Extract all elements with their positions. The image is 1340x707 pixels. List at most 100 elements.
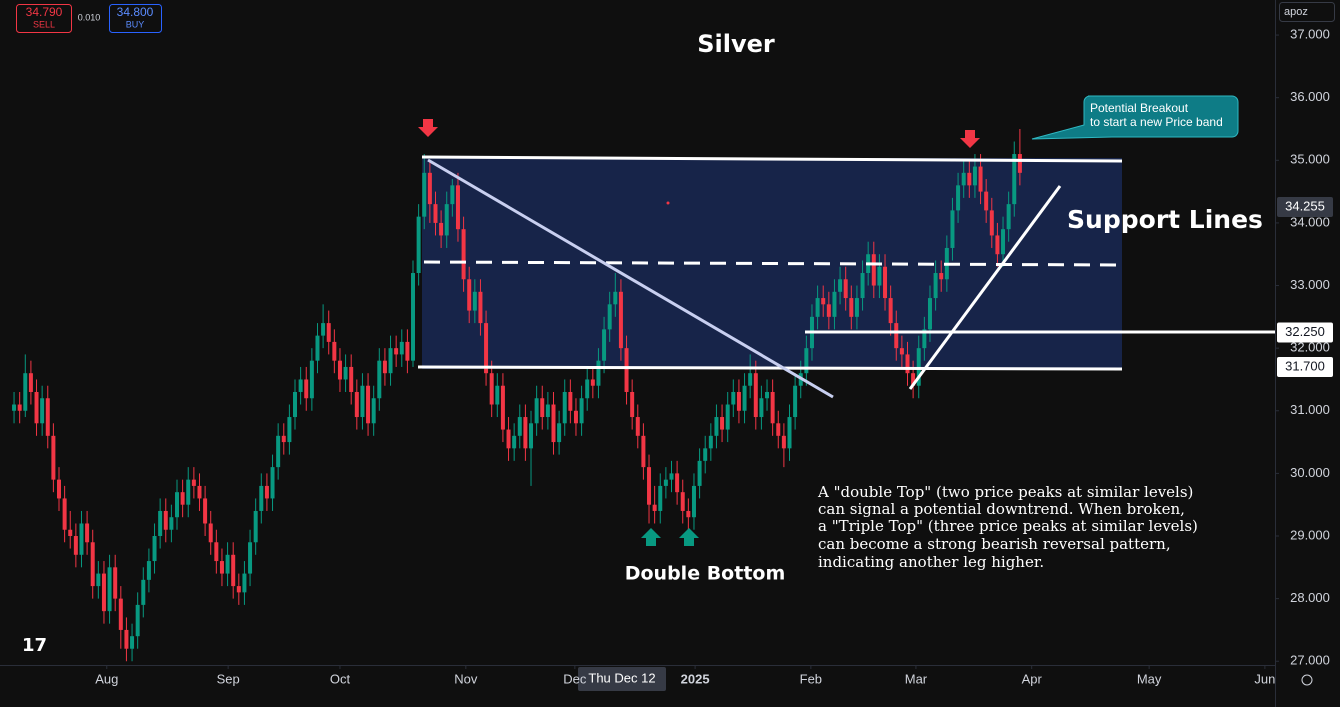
candle-body (57, 479, 62, 499)
candle-body (287, 417, 292, 443)
candle-body (118, 598, 123, 630)
candle-body (135, 604, 140, 637)
candle-body (911, 373, 916, 386)
arrow-down (960, 130, 980, 148)
dropdown-label: apoz (1284, 6, 1308, 18)
trend-line (427, 158, 834, 399)
candle-body (321, 323, 326, 336)
candle-body (203, 498, 208, 524)
x-tick-label: May (1137, 671, 1162, 686)
double-bottom-label: Double Bottom (625, 563, 786, 585)
candle-body (933, 273, 938, 299)
candle-body (765, 391, 770, 399)
dropdown[interactable] (1279, 2, 1335, 22)
candle-body (658, 485, 663, 511)
candle-body (225, 554, 230, 574)
x-tick-label: Dec (563, 671, 587, 686)
candle-body (607, 304, 612, 330)
y-tick-label: 29.000 (1290, 527, 1330, 542)
candle-body (422, 172, 427, 217)
note-line: a "Triple Top" (three price peaks at sim… (818, 517, 1198, 535)
candle-body (495, 385, 500, 405)
candle-body (579, 398, 584, 424)
candle-body (293, 391, 298, 418)
x-tick-label: Oct (330, 671, 351, 686)
candle-body (860, 273, 865, 299)
callout-box (1031, 95, 1239, 140)
candle-body (382, 360, 387, 374)
candle-body (360, 385, 365, 418)
candle-body (236, 586, 241, 593)
candle-body (208, 523, 213, 543)
candle-body (124, 629, 129, 649)
candle-body (736, 391, 741, 411)
chart-title: Silver (697, 30, 775, 58)
candle-body (708, 435, 713, 449)
settings-icon[interactable] (1301, 674, 1313, 686)
candle-body (315, 335, 320, 361)
candle-body (444, 204, 449, 236)
buy-button[interactable] (109, 4, 162, 33)
candle-body (377, 360, 382, 399)
note-line: A "double Top" (two price peaks at simil… (817, 483, 1193, 501)
candle-body (742, 385, 747, 411)
candle-body (500, 385, 505, 430)
candle-body (455, 185, 460, 230)
y-tick-label: 33.000 (1290, 277, 1330, 292)
candle-body (107, 567, 112, 612)
candle-body (186, 479, 191, 505)
candle-body (146, 561, 151, 580)
candle-body (568, 391, 573, 411)
candle-body (989, 210, 994, 236)
candle-body (259, 485, 264, 511)
candle-body (152, 536, 157, 562)
candle-body (894, 323, 899, 349)
candle-body (905, 354, 910, 374)
sell-price: 34.790 (26, 5, 63, 19)
candle-body (242, 573, 247, 593)
candle-body (388, 348, 393, 374)
candle-body (1001, 229, 1006, 255)
candle-body (304, 379, 309, 399)
candle-body (978, 166, 983, 192)
candle-body (399, 341, 404, 355)
candle-body (439, 222, 444, 236)
candle-body (534, 398, 539, 424)
sell-button[interactable] (16, 4, 72, 33)
candle-body (753, 373, 758, 418)
candle-body (703, 448, 708, 461)
candle-body (1017, 154, 1022, 173)
candle-body (416, 216, 421, 274)
candle-body (433, 204, 438, 223)
crosshair-box (578, 667, 666, 691)
resistance-line (421, 155, 1123, 163)
callout-text: to start a new Price band (1090, 115, 1223, 129)
candle-body (264, 485, 269, 499)
note-line: indicating another leg higher. (818, 553, 1044, 571)
last-price-label-box (1277, 196, 1333, 217)
candle-body (1006, 204, 1011, 230)
candle-body (883, 266, 888, 299)
candle-body (23, 373, 28, 411)
candle-body (529, 423, 534, 449)
candle-body (675, 473, 680, 493)
candle-body (411, 273, 416, 361)
candle-body (175, 492, 180, 518)
candle-body (354, 391, 359, 418)
candle-body (697, 460, 702, 486)
candle-body (405, 341, 410, 361)
arrow-up (679, 528, 699, 546)
candle-body (826, 304, 831, 317)
candle-body (759, 398, 764, 418)
callout-text: Potential Breakout (1090, 101, 1189, 115)
overlay: 34.255 32.250 31.700 Thu Dec 12 (578, 196, 1333, 691)
support-trend-line (908, 185, 1062, 390)
candle-body (787, 417, 792, 449)
candle-body (219, 561, 224, 574)
candle-body (652, 504, 657, 511)
candle-body (214, 542, 219, 562)
spread: 0.010 (78, 12, 101, 22)
candle-body (12, 404, 17, 411)
candle-body (180, 492, 185, 505)
candle-body (51, 435, 56, 480)
